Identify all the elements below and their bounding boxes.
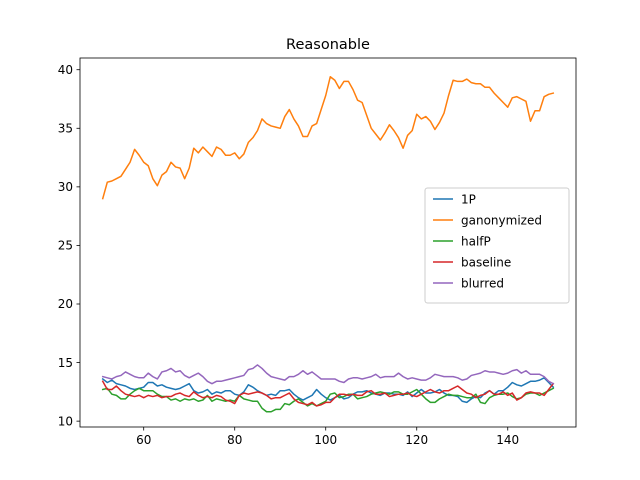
y-tick-label: 10 xyxy=(58,414,73,428)
series-layer xyxy=(101,75,555,413)
x-tick-label: 60 xyxy=(136,433,151,447)
x-tick-label: 140 xyxy=(496,433,519,447)
chart-title: Reasonable xyxy=(286,37,370,53)
x-tick-label: 120 xyxy=(405,433,428,447)
legend: 1P ganonymized halfP baseline blurred xyxy=(424,187,570,304)
legend-label-1p: 1P xyxy=(461,192,476,206)
y-tick-label: 15 xyxy=(58,356,73,370)
axes-layer: 60 80 100 120 140 10 15 20 25 30 35 40 xyxy=(58,57,577,447)
series-line-halfp xyxy=(101,387,555,413)
legend-box xyxy=(424,187,570,304)
y-tick-label: 20 xyxy=(58,297,73,311)
legend-label-blurred: blurred xyxy=(461,276,504,290)
y-tick-label: 25 xyxy=(58,239,73,253)
y-tick-label: 40 xyxy=(58,63,73,77)
series-line-baseline xyxy=(101,380,555,407)
x-tick-label: 80 xyxy=(227,433,242,447)
series-line-ganonymized xyxy=(101,75,555,200)
series-line-blurred xyxy=(101,364,555,385)
y-tick-label: 30 xyxy=(58,180,73,194)
legend-label-halfp: halfP xyxy=(461,234,491,248)
legend-label-baseline: baseline xyxy=(461,255,511,269)
plot-frame xyxy=(79,57,577,428)
x-tick-label: 100 xyxy=(314,433,337,447)
legend-label-ganonymized: ganonymized xyxy=(461,213,542,227)
y-tick-label: 35 xyxy=(58,121,73,135)
